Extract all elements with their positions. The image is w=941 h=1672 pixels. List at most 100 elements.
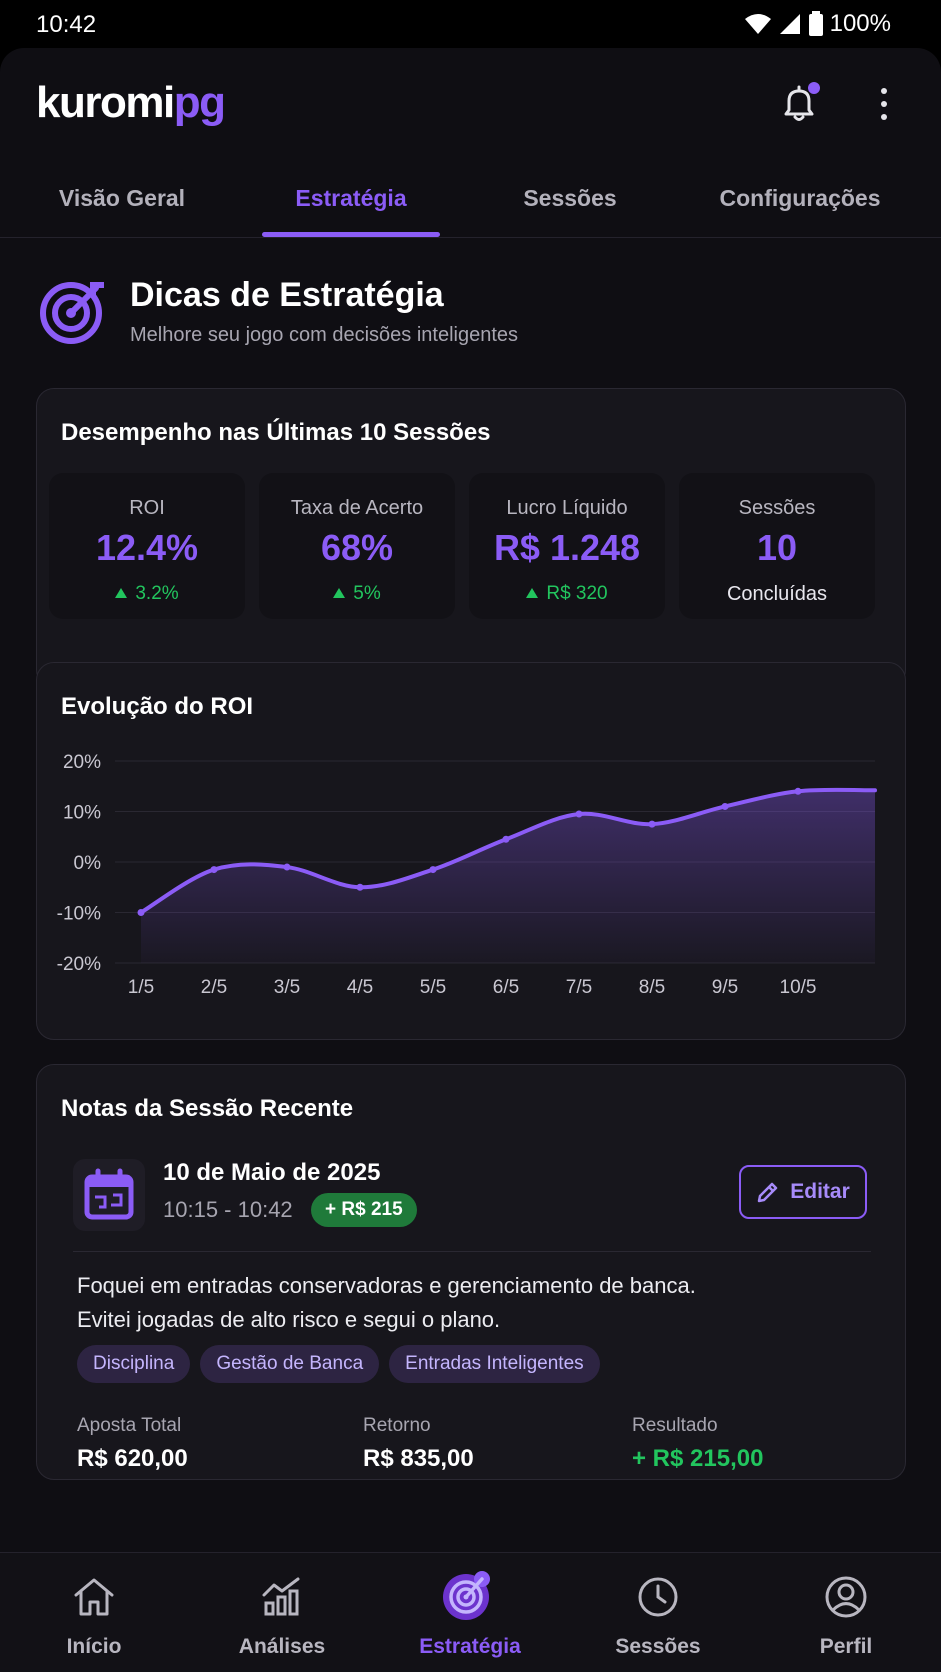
x-tick-label: 6/5 (493, 977, 519, 998)
status-bar: 10:42 100% (0, 0, 941, 48)
data-point (210, 866, 218, 874)
x-tick-label: 8/5 (639, 977, 665, 998)
profit-badge: + R$ 215 (311, 1193, 417, 1227)
active-tab-indicator (262, 232, 440, 237)
clock-icon (638, 1577, 678, 1617)
stat-label: ROI (129, 497, 165, 519)
profile-icon (825, 1576, 867, 1618)
data-point (356, 883, 364, 891)
stat-value: 68% (320, 527, 394, 568)
tab-sessoes[interactable]: Sessões (523, 185, 617, 211)
app-screen: kuromipg Visão Geral Estratégia Sessões … (0, 48, 941, 1672)
app-logo: kuromipg (36, 78, 226, 128)
calendar-icon-box (73, 1159, 145, 1231)
x-tick-label: 4/5 (347, 977, 373, 998)
stat-roi: ROI 12.4% 3.2% (49, 473, 245, 619)
retorno-value: R$ 835,00 (363, 1445, 474, 1472)
nav-label: Sessões (615, 1635, 701, 1658)
x-tick-label: 10/5 (780, 977, 817, 998)
tag-entradas-inteligentes[interactable]: Entradas Inteligentes (389, 1345, 600, 1383)
nav-analises[interactable]: Análises (188, 1553, 376, 1672)
stat-label: Sessões (738, 497, 816, 519)
stat-label: Lucro Líquido (506, 497, 628, 519)
up-arrow-icon (526, 588, 539, 598)
data-point (721, 802, 729, 810)
edit-button[interactable]: Editar (739, 1165, 867, 1219)
tag-disciplina[interactable]: Disciplina (77, 1345, 191, 1383)
data-point (502, 835, 510, 843)
roi-chart-title: Evolução do ROI (61, 693, 254, 720)
stat-lucro-liquido: Lucro Líquido R$ 1.248 R$ 320 (469, 473, 665, 619)
logo-part-2: pg (173, 78, 226, 127)
more-options-icon[interactable] (872, 84, 896, 124)
data-point (283, 863, 291, 871)
notifications-bell-icon[interactable] (776, 80, 822, 126)
y-tick-label: 10% (63, 803, 101, 824)
x-tick-label: 9/5 (712, 977, 738, 998)
nav-perfil[interactable]: Perfil (752, 1553, 940, 1672)
bottom-nav: Início Análises Estratégia (0, 1552, 941, 1672)
nav-estrategia[interactable]: Estratégia (376, 1553, 564, 1672)
data-point (137, 909, 145, 916)
x-tick-label: 2/5 (201, 977, 227, 998)
pencil-icon (757, 1182, 778, 1203)
data-point (575, 810, 583, 818)
nav-label: Estratégia (419, 1635, 521, 1658)
y-tick-label: 0% (74, 853, 102, 874)
resultado-value: + R$ 215,00 (632, 1445, 764, 1472)
x-tick-label: 7/5 (566, 977, 592, 998)
tab-estrategia[interactable]: Estratégia (295, 185, 407, 211)
stat-delta-value: 5% (353, 583, 381, 604)
x-tick-label: 3/5 (274, 977, 300, 998)
retorno-label: Retorno (363, 1415, 431, 1436)
logo-part-1: kuromi (36, 78, 175, 127)
status-time: 10:42 (36, 11, 97, 38)
roi-chart: 20% 10% 0% -10% -20% 1/5 2/5 3/5 4/5 5/5 6/5 7/5 8/… (57, 752, 877, 998)
stat-value: 10 (756, 527, 798, 568)
stat-label: Taxa de Acerto (290, 497, 424, 519)
performance-card: Desempenho nas Últimas 10 Sessões ROI 12… (36, 388, 906, 688)
analytics-icon (262, 1577, 300, 1616)
x-tick-label: 1/5 (128, 977, 154, 998)
notes-title: Notas da Sessão Recente (61, 1095, 354, 1122)
stat-taxa-acerto: Taxa de Acerto 68% 5% (259, 473, 455, 619)
tag-gestao-banca[interactable]: Gestão de Banca (200, 1345, 380, 1383)
aposta-total-value: R$ 620,00 (77, 1445, 188, 1472)
status-icons: 100% (744, 10, 891, 38)
home-icon (74, 1578, 114, 1616)
data-point (648, 820, 656, 828)
stat-value: R$ 1.248 (493, 527, 641, 568)
roi-area (141, 789, 875, 963)
nav-inicio[interactable]: Início (0, 1553, 188, 1672)
note-text: Foquei em entradas conservadoras e geren… (77, 1269, 696, 1337)
note-text-line: Foquei em entradas conservadoras e geren… (77, 1273, 696, 1298)
signal-icon (779, 14, 800, 34)
nav-label: Perfil (819, 1635, 873, 1658)
stat-sessoes: Sessões 10 Concluídas (679, 473, 875, 619)
tab-visao-geral[interactable]: Visão Geral (58, 185, 186, 211)
edit-button-label: Editar (790, 1180, 850, 1203)
calendar-icon (84, 1168, 134, 1220)
up-arrow-icon (333, 588, 346, 598)
data-point (794, 787, 802, 795)
nav-label: Início (66, 1635, 122, 1658)
note-text-line: Evitei jogadas de alto risco e segui o p… (77, 1307, 501, 1332)
tab-configuracoes[interactable]: Configurações (719, 185, 881, 211)
battery-icon (808, 11, 823, 36)
stat-delta-value: R$ 320 (546, 583, 608, 604)
top-tabs: Visão Geral Estratégia Sessões Configura… (0, 178, 941, 238)
target-icon (40, 282, 104, 344)
battery-percent: 100% (829, 10, 891, 37)
performance-title: Desempenho nas Últimas 10 Sessões (61, 419, 491, 446)
stat-delta: 3.2% (49, 583, 245, 605)
stat-delta: 5% (259, 583, 455, 605)
page-subtitle: Melhore seu jogo com decisões inteligent… (130, 324, 518, 346)
wifi-icon (744, 14, 771, 34)
stat-value: 12.4% (95, 527, 199, 568)
x-tick-label: 5/5 (420, 977, 446, 998)
y-tick-label: -20% (57, 954, 101, 975)
stat-delta: R$ 320 (469, 583, 665, 605)
divider (73, 1251, 871, 1252)
nav-sessoes[interactable]: Sessões (564, 1553, 752, 1672)
note-time: 10:15 - 10:42 (163, 1197, 293, 1222)
